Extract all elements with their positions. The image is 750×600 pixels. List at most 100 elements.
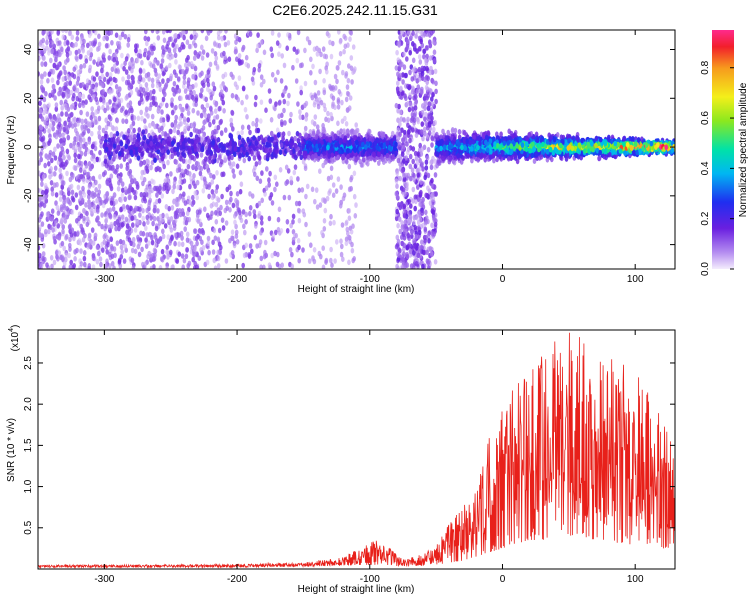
spectrogram-noise-cell: [73, 231, 77, 237]
spectrogram-noise-cell: [254, 94, 258, 101]
spectrogram-noise-cell: [153, 232, 157, 238]
spectrogram-noise-cell: [89, 47, 93, 53]
spectrogram-noise-cell: [108, 165, 113, 171]
spectrogram-noise-cell: [398, 33, 403, 40]
spectrogram-noise-cell: [143, 118, 147, 124]
spectrogram-noise-cell: [68, 121, 73, 127]
spectrogram-noise-cell: [412, 264, 416, 269]
spectrogram-noise-cell: [130, 257, 135, 264]
spectrogram-noise-cell: [45, 39, 49, 46]
spectrogram-noise-cell: [93, 232, 98, 239]
spectrogram-noise-cell: [230, 250, 235, 256]
spectrogram-noise-cell: [174, 159, 179, 165]
spectrogram-noise-cell: [185, 94, 189, 100]
spectrogram-noise-cell: [112, 265, 116, 269]
spectrogram-noise-cell: [339, 184, 343, 190]
spectrogram-noise-cell: [310, 119, 315, 125]
spectrogram-noise-cell: [169, 216, 174, 222]
spectrogram-noise-cell: [170, 97, 174, 103]
spectrogram-noise-cell: [220, 217, 225, 223]
spectrogram-noise-cell: [187, 158, 192, 165]
spectrogram-noise-cell: [235, 239, 240, 245]
spectrogram-noise-cell: [44, 91, 48, 97]
spectrogram-noise-cell: [167, 205, 171, 212]
spectrogram-signal-cell: [312, 146, 317, 153]
spectrogram-noise-cell: [310, 186, 315, 193]
spectrogram-noise-cell: [117, 259, 122, 265]
spectrogram-signal-cell: [380, 148, 385, 154]
spectrogram-noise-cell: [145, 40, 149, 47]
spectrogram-noise-cell: [331, 103, 335, 109]
spectrogram-noise-cell: [424, 45, 429, 51]
spectrogram-noise-cell: [67, 252, 71, 259]
spectrogram-noise-cell: [416, 118, 421, 125]
spectrogram-noise-cell: [47, 71, 52, 77]
spectrogram-noise-cell: [217, 42, 222, 49]
spectrogram-noise-cell: [427, 122, 432, 128]
spectrogram-noise-cell: [220, 35, 224, 42]
spectrogram-noise-cell: [150, 82, 155, 89]
spectrogram-noise-cell: [58, 167, 62, 173]
spectrogram-noise-cell: [409, 248, 413, 255]
spectrogram-noise-cell: [50, 40, 55, 46]
spectrogram-noise-cell: [196, 161, 201, 167]
spectrogram-noise-cell: [109, 236, 114, 243]
spectrogram-noise-cell: [213, 108, 218, 114]
spectrogram-noise-cell: [80, 118, 85, 125]
spectrogram-noise-cell: [149, 265, 154, 269]
spectrogram-noise-cell: [230, 92, 235, 99]
spectrogram-noise-cell: [105, 71, 109, 78]
spectrogram-noise-cell: [234, 229, 239, 236]
spectrogram-noise-cell: [244, 54, 249, 61]
spectrogram-signal-cell: [373, 140, 378, 147]
spectrogram-noise-cell: [332, 219, 336, 226]
spectrogram-noise-cell: [423, 220, 428, 226]
spectrogram-noise-cell: [416, 151, 421, 157]
spectrogram-noise-cell: [282, 194, 287, 201]
spectrogram-signal-cell: [315, 143, 319, 150]
spectrogram-noise-cell: [51, 83, 56, 90]
spectrogram-noise-cell: [218, 210, 222, 217]
spectrogram-noise-cell: [423, 226, 428, 232]
spectrogram-noise-cell: [100, 67, 104, 74]
spectrogram-noise-cell: [431, 30, 436, 34]
spectrogram-noise-cell: [319, 51, 323, 58]
spectrogram-noise-cell: [178, 194, 182, 201]
spectrogram-noise-cell: [426, 146, 431, 153]
spectrogram-noise-cell: [131, 75, 135, 82]
spectrogram-noise-cell: [287, 130, 291, 137]
spectrogram-noise-cell: [227, 56, 232, 62]
spectrogram-noise-cell: [395, 194, 400, 200]
spectrogram-noise-cell: [403, 191, 408, 197]
spectrogram-noise-cell: [199, 152, 204, 158]
spectrogram-noise-cell: [231, 74, 235, 80]
spectrogram-noise-cell: [398, 62, 403, 68]
spectrogram-noise-cell: [49, 57, 53, 64]
spectrogram-noise-cell: [147, 186, 152, 192]
spectrogram-noise-cell: [192, 127, 197, 133]
spectrogram-noise-cell: [144, 82, 149, 88]
spectrogram-noise-cell: [97, 33, 101, 40]
spectrogram-noise-cell: [326, 110, 330, 117]
spectrogram-noise-cell: [299, 89, 304, 96]
spectrogram-noise-cell: [402, 228, 407, 235]
spectrogram-noise-cell: [40, 181, 44, 187]
spectrogram-signal-cell: [361, 141, 365, 148]
spectrogram-noise-cell: [84, 99, 88, 105]
spectrogram-noise-cell: [417, 66, 422, 73]
spectrogram-noise-cell: [64, 111, 69, 117]
spectrogram-noise-cell: [102, 239, 107, 245]
spectrogram-noise-cell: [423, 57, 428, 63]
spectrogram-noise-cell: [248, 191, 252, 197]
spectrogram-noise-cell: [434, 98, 438, 105]
spectrogram-noise-cell: [214, 210, 218, 216]
spectrogram-noise-cell: [167, 36, 172, 43]
spectrogram-noise-cell: [137, 240, 142, 247]
spectrogram-noise-cell: [219, 130, 224, 137]
spectrogram-noise-cell: [275, 127, 280, 133]
spectrogram-noise-cell: [114, 32, 119, 38]
spectrogram-noise-cell: [175, 258, 180, 264]
spectrogram-noise-cell: [106, 120, 111, 127]
spectrogram-signal-cell: [304, 132, 308, 138]
spectrogram-noise-cell: [47, 102, 51, 108]
